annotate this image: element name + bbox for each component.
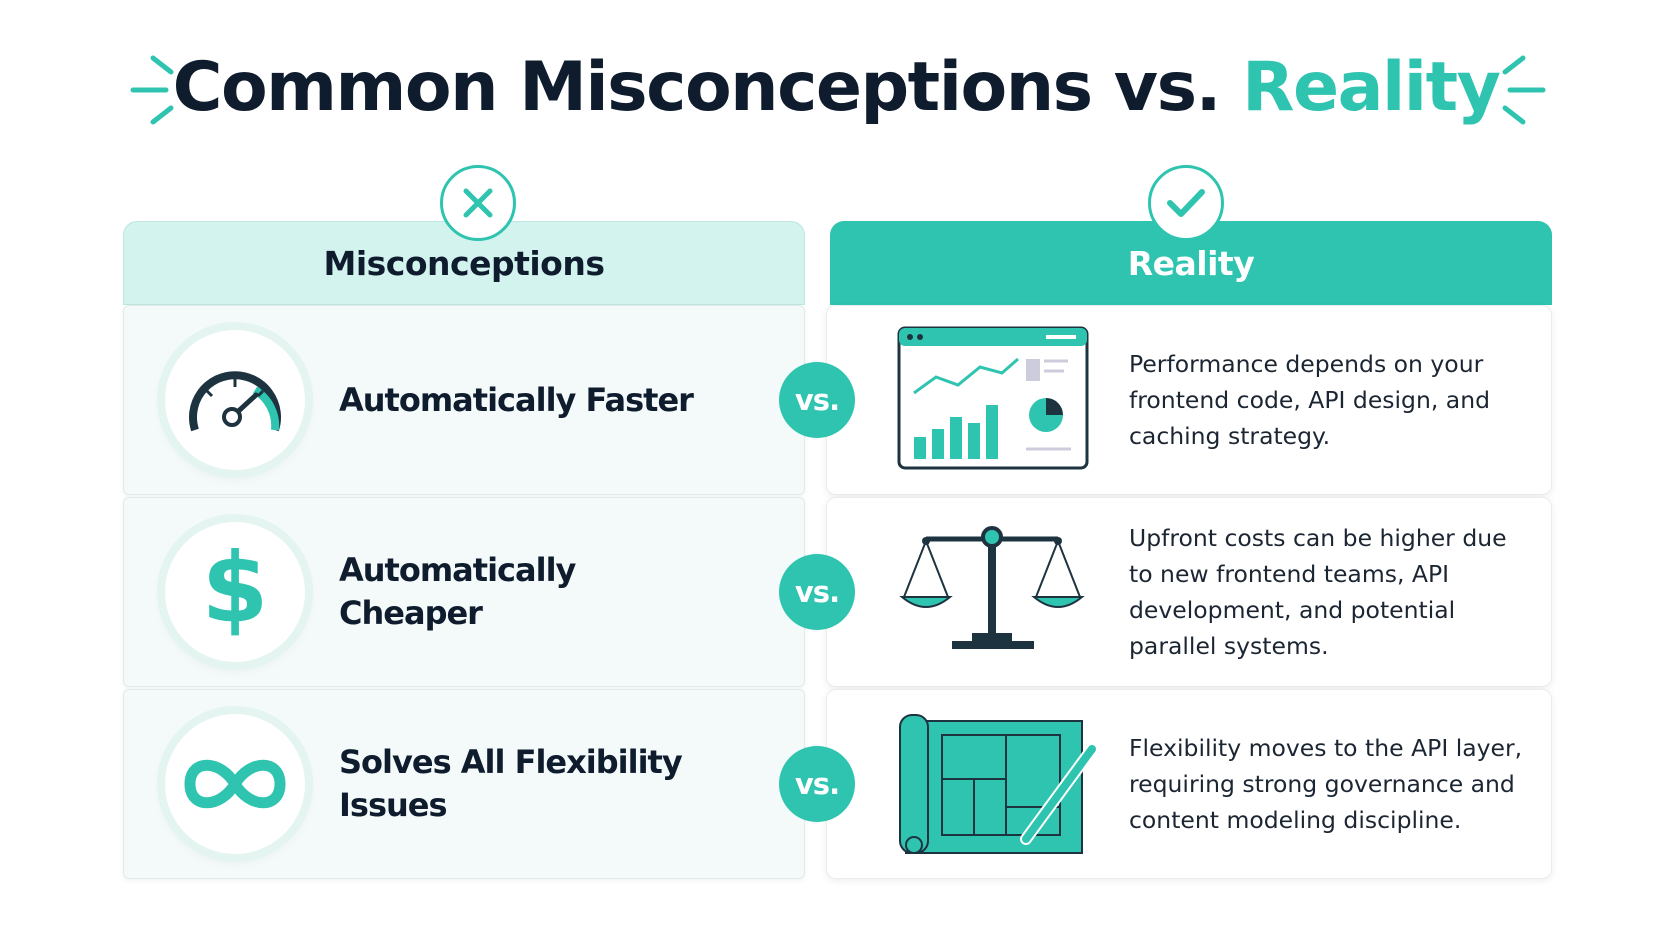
myth-icon [165,330,305,470]
x-badge [440,165,516,241]
reality-icon [896,325,1096,475]
reality-text: Upfront costs can be higher due to new f… [1129,524,1507,660]
reality-icon [896,709,1098,859]
spark-right [1502,55,1546,125]
title-highlight: Reality [1242,48,1501,127]
reality-text: Performance depends on your frontend cod… [1129,350,1491,450]
vs-badge: vs. [779,362,855,438]
myth-text: Automatically Faster [339,380,694,419]
reality-text: Flexibility moves to the API layer, requ… [1129,734,1523,834]
check-badge [1148,165,1224,241]
vs-badge: vs. [779,554,855,630]
header-right: Reality [830,221,1552,305]
title: Common Misconceptions vs. Reality [0,48,1672,127]
title-main: Common Misconceptions vs. [172,48,1222,127]
reality-icon [896,517,1096,667]
svg-text:$: $ [202,537,269,644]
myth-icon [165,714,305,854]
vs-badge: vs. [779,746,855,822]
myth-text: Automatically Cheaper [339,551,576,632]
myth-text: Solves All Flexibility Issues [339,743,683,824]
myth-icon: $ [165,522,305,662]
spark-left [130,55,174,125]
